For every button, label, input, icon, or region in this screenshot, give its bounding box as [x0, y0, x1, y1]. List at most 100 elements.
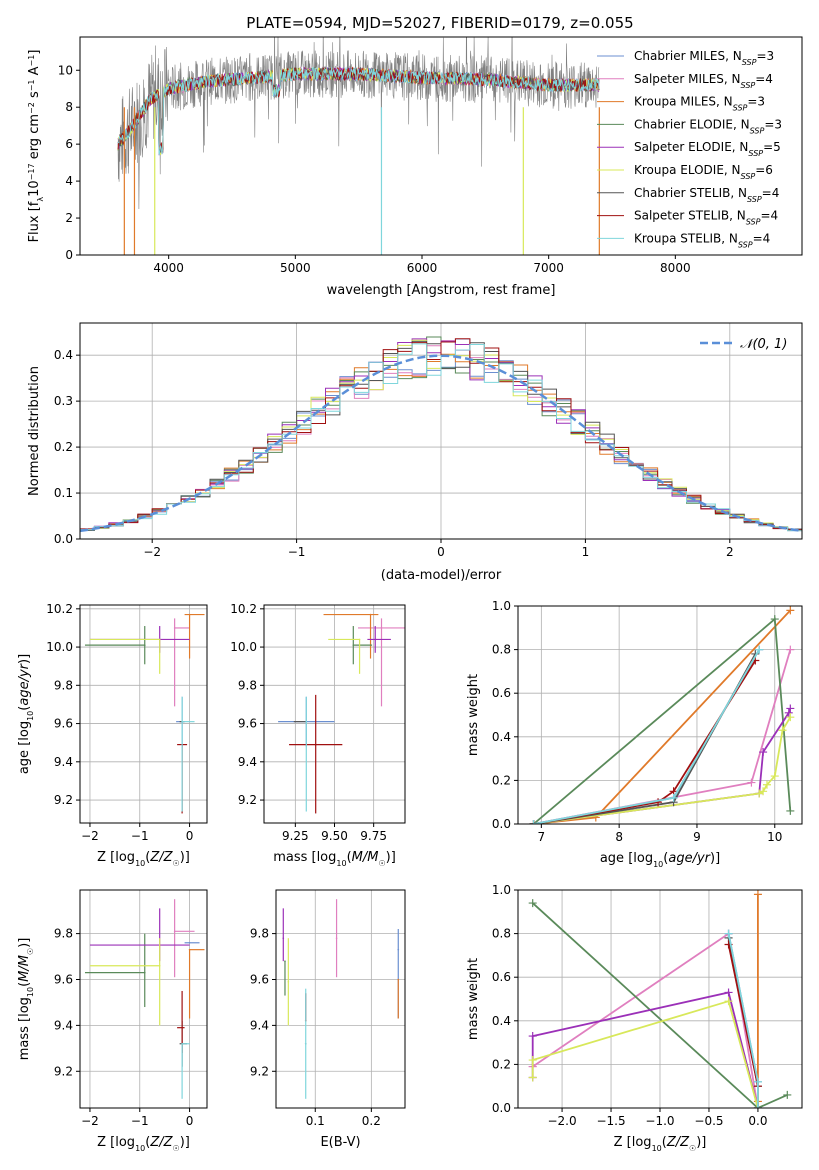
x-tick-label: 0	[186, 829, 194, 843]
series-marker	[528, 1032, 537, 1041]
x-axis-label: (data-model)/error	[381, 568, 502, 583]
x-tick-label: 7	[538, 830, 546, 844]
y-axis-label: Flux [fλ10−17 erg cm−2 s−1 A−1]	[27, 50, 45, 243]
data-point	[188, 941, 191, 944]
series-marker	[755, 645, 764, 654]
x-tick-label: 0.1	[306, 1114, 325, 1128]
legend-entry: Kroupa STELIB, NSSP=4	[634, 231, 770, 249]
data-point	[181, 1026, 183, 1029]
axes-frame	[275, 889, 406, 1109]
data-point	[188, 613, 191, 616]
x-tick-label: 9.75	[360, 829, 387, 843]
y-tick-label: 10.2	[46, 602, 73, 616]
y-tick-label: 0.4	[54, 348, 73, 362]
x-tick-label: −1.5	[596, 1114, 625, 1128]
x-tick-label: 9.25	[282, 829, 309, 843]
x-tick-label: −2	[81, 829, 99, 843]
spectrum-panel: 4000 5000 6000 7000 8000 0 2 4 6 8 10 wavelength [A…	[27, 36, 803, 298]
x-axis-label: Z [log10(Z/Z☉)]	[97, 1135, 190, 1153]
series-marker	[753, 890, 762, 899]
series-marker	[528, 899, 537, 908]
series-marker	[762, 780, 771, 789]
y-tick-label: 0.3	[54, 394, 73, 408]
y-tick-label: 9.8	[250, 927, 269, 941]
x-axis-label: Z [log10(Z/Z☉)]	[614, 1135, 707, 1153]
y-tick-label: 9.8	[54, 678, 73, 692]
series-marker	[724, 997, 733, 1006]
data-point	[397, 978, 400, 981]
series-line	[533, 660, 757, 824]
y-tick-label: 9.4	[54, 1018, 73, 1032]
series-marker	[669, 793, 678, 802]
age-massweight-panel: 7 8 9 10 0.0 0.2 0.4 0.6 0.8 1.0 age [log10(age/yr…	[466, 599, 803, 869]
histogram-step	[80, 338, 802, 531]
plot-area	[80, 336, 802, 533]
y-tick-label: 9.4	[54, 755, 73, 769]
x-tick-label: 0	[186, 1114, 194, 1128]
series-marker	[753, 1104, 762, 1108]
x-tick-label: 8000	[660, 261, 691, 275]
y-axis-label: Normed distribution	[27, 366, 42, 496]
data-point	[181, 1042, 183, 1045]
series-marker	[770, 772, 779, 781]
legend-entry: Kroupa MILES, NSSP=3	[634, 95, 765, 113]
data-point	[284, 960, 286, 962]
z-age-panel: −2 −1 0 9.2 9.4 9.6 9.8 10.0 10.2 Z [log10(Z/Z☉)]…	[17, 602, 208, 868]
series-line	[532, 902, 788, 1108]
axes-frame	[517, 605, 803, 825]
y-tick-label: 1.0	[492, 883, 511, 897]
x-tick-label: −1	[131, 1114, 149, 1128]
data-point	[181, 720, 183, 723]
y-tick-label: 0.6	[492, 970, 511, 984]
y-tick-label: 9.8	[238, 678, 257, 692]
y-tick-label: 0.2	[54, 440, 73, 454]
y-tick-label: 10.0	[230, 640, 257, 654]
legend-entry: Chabrier STELIB, NSSP=4	[634, 186, 779, 204]
y-tick-label: 0.2	[492, 773, 511, 787]
y-tick-label: 0	[65, 248, 73, 262]
x-tick-label: −2	[81, 1114, 99, 1128]
y-tick-label: 8	[65, 100, 73, 114]
y-tick-label: 0.0	[492, 817, 511, 831]
data-point	[158, 964, 161, 967]
model-spectrum	[117, 66, 600, 155]
data-point	[173, 627, 176, 629]
x-axis-label: age [log10(age/yr)]	[600, 851, 720, 869]
plot-area	[117, 37, 600, 255]
x-tick-label: 1	[582, 545, 590, 559]
axes-frame	[79, 36, 803, 256]
data-point	[304, 1042, 307, 1045]
x-tick-label: 9.50	[321, 829, 348, 843]
x-tick-label: −1	[131, 829, 149, 843]
y-tick-label: 9.2	[54, 1064, 73, 1078]
y-tick-label: 9.4	[250, 1018, 269, 1032]
x-tick-label: 6000	[407, 261, 438, 275]
y-tick-label: 0.4	[492, 730, 511, 744]
series-marker	[786, 713, 795, 722]
normal-curve	[80, 354, 802, 533]
data-point	[143, 971, 146, 974]
x-tick-label: 4000	[153, 261, 184, 275]
data-point	[282, 937, 285, 939]
y-tick-label: 2	[65, 211, 73, 225]
series-marker	[528, 1073, 537, 1082]
x-tick-label: 10	[767, 830, 782, 844]
x-axis-label: Z [log10(Z/Z☉)]	[97, 850, 190, 868]
y-tick-label: 9.2	[250, 1064, 269, 1078]
y-tick-label: 9.6	[238, 717, 257, 731]
y-tick-label: 6	[65, 137, 73, 151]
y-tick-label: 9.2	[238, 793, 257, 807]
x-tick-label: −2.0	[547, 1114, 576, 1128]
data-point	[374, 638, 377, 641]
x-axis-label: wavelength [Angstrom, rest frame]	[327, 283, 556, 298]
y-tick-label: 0.2	[492, 1057, 511, 1071]
plot-area	[528, 890, 792, 1108]
y-tick-label: 0.8	[492, 643, 511, 657]
series-marker	[759, 748, 768, 757]
data-point	[287, 980, 290, 983]
y-tick-label: 9.6	[54, 972, 73, 986]
series-marker	[778, 726, 787, 735]
x-tick-label: 2	[726, 545, 734, 559]
data-point	[335, 937, 338, 939]
x-axis-label: E(B-V)	[320, 1135, 360, 1150]
